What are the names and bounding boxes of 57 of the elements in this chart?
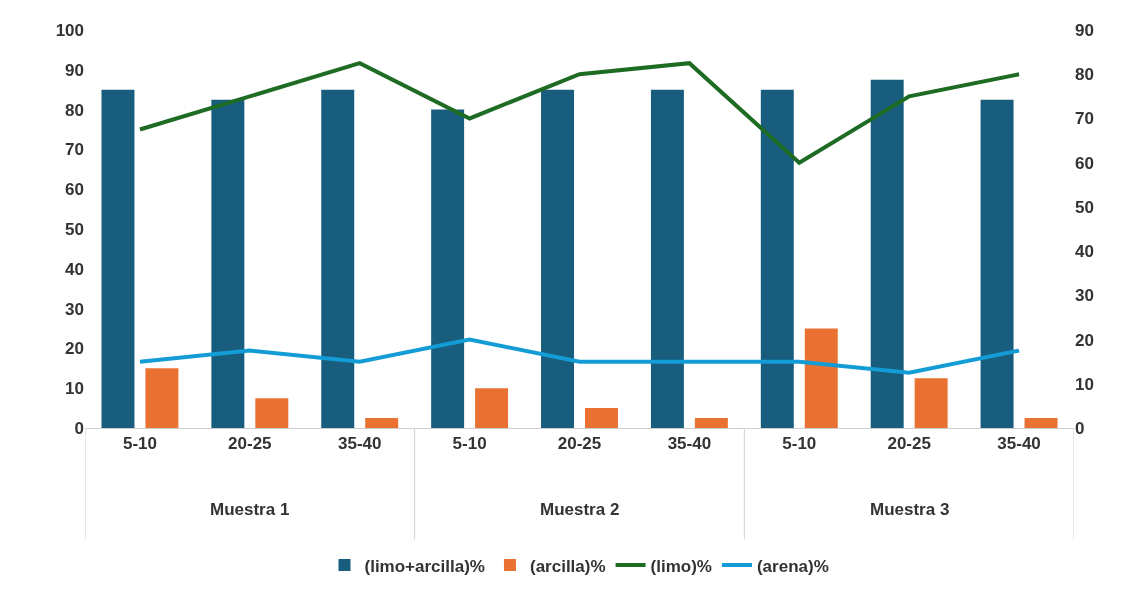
x-tick-label: 5-10 [452,434,487,454]
y-tick-label: 20 [65,339,84,359]
y2-tick-label: 30 [1075,286,1094,306]
y2-tick-label: 40 [1075,242,1094,262]
legend-label: (arena)% [756,556,829,576]
y2-tick-label: 70 [1075,109,1094,129]
y-tick-label: 0 [74,418,84,438]
y-tick-label: 40 [65,259,84,279]
legend-label: (limo+arcilla)% [364,556,485,576]
y-tick-label: 10 [65,379,84,399]
x-tick-label: 35-40 [997,434,1041,454]
y2-tick-label: 90 [1075,20,1094,40]
bar [650,89,684,428]
y-tick-label: 30 [65,299,84,319]
bar [475,388,509,428]
y-tick-label: 80 [65,100,84,120]
bar [145,368,179,428]
bar [914,378,948,428]
y2-tick-label: 60 [1075,153,1094,173]
bar [321,89,355,428]
bar [255,398,289,428]
bar [365,418,399,428]
y-tick-label: 50 [65,219,84,239]
y-tick-label: 70 [65,140,84,160]
y2-tick-label: 80 [1075,65,1094,85]
bar [804,328,838,428]
legend-label: (arcilla)% [529,556,606,576]
text: Muestra 2 [540,500,620,519]
bar [541,89,575,428]
x-tick-label: 35-40 [667,434,712,454]
x-tick-label: 5-10 [782,434,817,454]
bar [584,408,618,428]
y2-tick-label: 10 [1075,374,1094,394]
legend-label: (limo)% [650,556,712,576]
y-tick-label: 60 [65,180,84,200]
bar [1024,418,1058,428]
bar [760,89,794,428]
y-tick-label: 100 [55,20,84,40]
bar [101,89,135,428]
x-tick-label: 20-25 [228,434,272,454]
bar [980,99,1014,428]
y-tick-label: 90 [65,60,84,80]
bar [694,418,728,428]
y2-tick-label: 0 [1075,418,1085,438]
line-series [137,337,1022,375]
text: Muestra 3 [870,500,950,519]
text: Muestra 1 [210,500,290,519]
x-tick-label: 20-25 [887,434,931,454]
bar [870,79,904,428]
bar [211,99,245,428]
x-tick-label: 35-40 [337,434,382,454]
line-series [137,61,1022,165]
x-tick-label: 5-10 [122,434,157,454]
y2-tick-label: 20 [1075,330,1094,350]
y2-tick-label: 50 [1075,197,1094,217]
x-tick-label: 20-25 [557,434,602,454]
bar [431,109,465,428]
